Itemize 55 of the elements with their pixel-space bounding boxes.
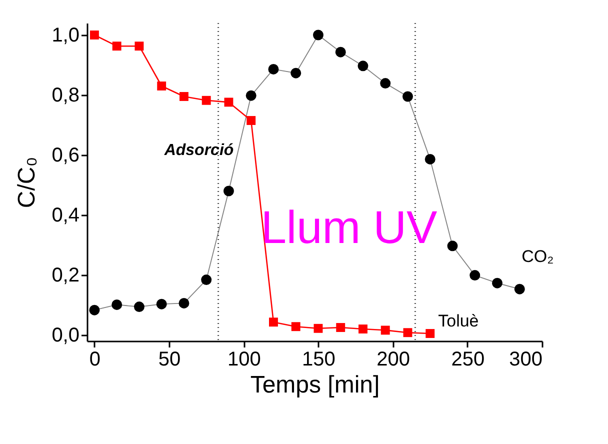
x-tick-label: 250 — [451, 348, 485, 370]
x-tick-label: 150 — [302, 348, 336, 370]
y-axis-title: C/C₀ — [14, 156, 41, 208]
x-tick-label: 0 — [89, 348, 101, 370]
point — [89, 304, 100, 316]
point — [380, 78, 391, 89]
point — [178, 298, 190, 308]
x-tick-label: 100 — [227, 348, 261, 370]
series-label: Toluè — [438, 312, 479, 330]
point — [447, 240, 458, 252]
point — [268, 64, 279, 74]
point — [492, 278, 502, 288]
y-tick-label: 0,2 — [52, 264, 80, 286]
point — [336, 323, 346, 332]
point — [156, 298, 167, 310]
annotation: Adsorció — [163, 142, 234, 159]
annotation: Llum UV — [260, 201, 438, 253]
x-tick-label: 50 — [158, 348, 181, 370]
point — [426, 329, 435, 338]
y-tick-label: 0,0 — [52, 324, 80, 346]
point — [403, 328, 412, 338]
point — [224, 98, 234, 107]
point — [335, 46, 346, 58]
y-tick-label: 0,4 — [52, 204, 80, 226]
point — [134, 302, 144, 312]
point — [470, 270, 480, 281]
point — [90, 30, 99, 40]
point — [179, 92, 188, 101]
y-tick-label: 0,8 — [52, 84, 80, 106]
y-tick-label: 0,6 — [52, 144, 80, 166]
point — [223, 186, 234, 196]
point — [290, 68, 302, 78]
x-tick-label: 300 — [509, 348, 542, 370]
point — [246, 116, 256, 125]
point — [358, 60, 368, 72]
point — [312, 30, 324, 40]
point — [201, 274, 212, 286]
point — [246, 90, 256, 101]
point — [314, 324, 323, 333]
x-tick-label: 200 — [376, 348, 410, 370]
point — [157, 82, 166, 90]
point — [269, 318, 278, 327]
point — [112, 42, 122, 51]
point — [134, 42, 144, 51]
point — [380, 326, 390, 335]
series-label: CO₂ — [522, 247, 554, 266]
point — [202, 96, 211, 105]
point — [402, 91, 413, 102]
point — [424, 154, 436, 164]
y-tick-label: 1,0 — [52, 24, 80, 46]
point — [514, 284, 525, 294]
point — [358, 324, 368, 334]
point — [291, 322, 300, 332]
x-axis-title: Temps [min] — [250, 372, 380, 398]
point — [112, 299, 122, 310]
